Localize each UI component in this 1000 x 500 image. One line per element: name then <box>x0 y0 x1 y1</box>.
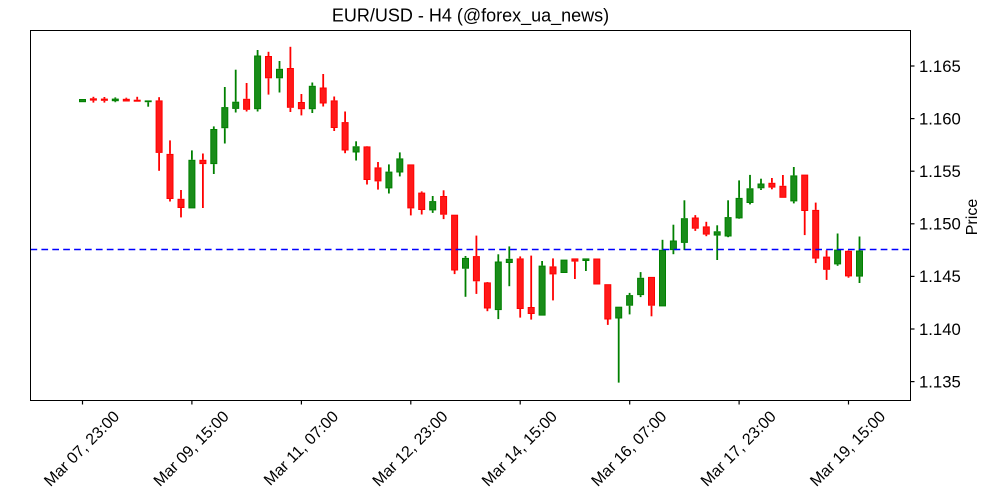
svg-text:1.165: 1.165 <box>919 57 961 76</box>
svg-text:1.145: 1.145 <box>919 267 961 286</box>
svg-text:1.150: 1.150 <box>919 215 961 234</box>
svg-text:EUR/USD - H4 (@forex_ua_news): EUR/USD - H4 (@forex_ua_news) <box>332 6 609 27</box>
svg-text:1.155: 1.155 <box>919 162 961 181</box>
svg-text:1.140: 1.140 <box>919 320 961 339</box>
svg-text:1.135: 1.135 <box>919 372 961 391</box>
svg-text:1.160: 1.160 <box>919 109 961 128</box>
svg-text:Price: Price <box>964 199 981 236</box>
